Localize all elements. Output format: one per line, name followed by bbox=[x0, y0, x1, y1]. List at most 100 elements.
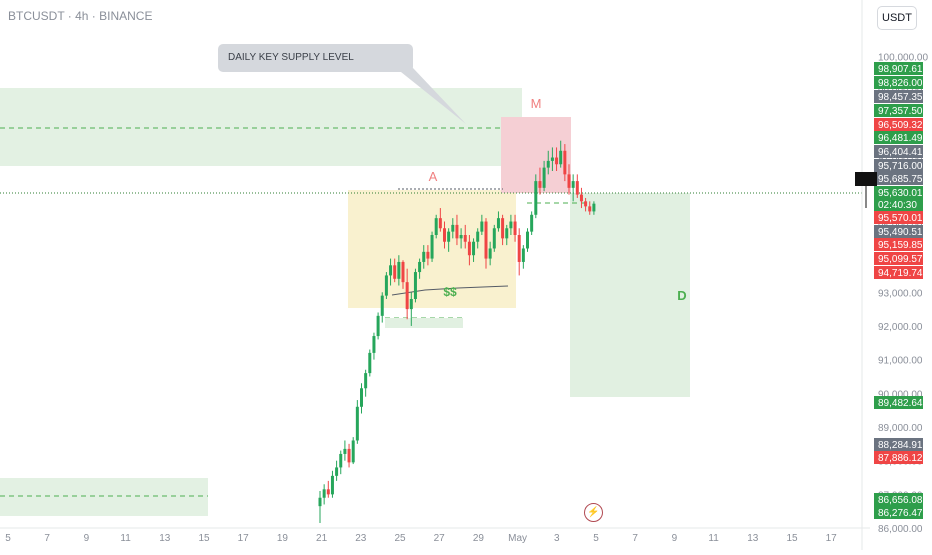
x-tick-label: 13 bbox=[747, 533, 759, 544]
candle bbox=[467, 235, 471, 266]
candle bbox=[546, 150, 550, 175]
candle bbox=[542, 160, 546, 192]
svg-text:96,481.49: 96,481.49 bbox=[878, 133, 923, 144]
candle bbox=[492, 224, 496, 252]
x-tick-label: 13 bbox=[159, 533, 171, 544]
candle bbox=[555, 147, 559, 171]
price-label: 95,685.75 bbox=[874, 172, 923, 185]
candle bbox=[579, 187, 583, 209]
candle bbox=[389, 258, 393, 286]
candle bbox=[413, 268, 417, 303]
candle bbox=[384, 272, 388, 299]
symbol-title: BTCUSDT · 4h · BINANCE bbox=[8, 9, 153, 23]
candle bbox=[326, 480, 330, 498]
candle bbox=[505, 224, 509, 246]
candles-layer bbox=[318, 140, 596, 523]
x-axis-ticks: 5 7 9 11 13 15 17 19 21 23 25 27 29 May 3 5 7 9 11 13 15 17 bbox=[5, 533, 837, 544]
candle bbox=[496, 211, 500, 232]
price-label: 98,907.61 bbox=[874, 62, 923, 75]
svg-text:98,907.61: 98,907.61 bbox=[878, 64, 923, 75]
candle bbox=[563, 144, 567, 182]
x-tick-label: 3 bbox=[554, 533, 560, 544]
price-label: 98,826.00 bbox=[874, 76, 923, 89]
candle bbox=[339, 450, 343, 475]
annotation-note: DAILY KEY SUPPLY LEVEL bbox=[218, 44, 413, 72]
x-tick-label: 9 bbox=[672, 533, 678, 544]
label-liquidity: $$ bbox=[443, 285, 457, 299]
candle bbox=[484, 218, 488, 269]
x-tick-label: 9 bbox=[84, 533, 90, 544]
y-tick-label: 100,000.00 bbox=[878, 52, 928, 63]
y-tick-label: 91,000.00 bbox=[878, 356, 923, 367]
candle bbox=[534, 174, 538, 219]
candle bbox=[343, 440, 347, 461]
x-tick-label: 5 bbox=[5, 533, 11, 544]
x-tick-label: 17 bbox=[238, 533, 250, 544]
candle bbox=[438, 208, 442, 232]
lightning-circle-icon[interactable]: ⚡ bbox=[584, 503, 603, 522]
candle bbox=[488, 241, 492, 266]
price-label: 95,490.51 bbox=[874, 225, 923, 238]
svg-text:95,159.85: 95,159.85 bbox=[878, 240, 923, 251]
candle bbox=[513, 214, 517, 242]
svg-text:94,719.74: 94,719.74 bbox=[878, 268, 923, 279]
x-tick-label: May bbox=[508, 533, 527, 544]
candle bbox=[567, 164, 571, 195]
candle bbox=[517, 228, 521, 276]
svg-text:95,099.57: 95,099.57 bbox=[878, 254, 923, 265]
x-tick-label: 19 bbox=[277, 533, 289, 544]
y-tick-label: 92,000.00 bbox=[878, 322, 923, 333]
price-label: 95,716.00 bbox=[874, 159, 923, 172]
candle bbox=[443, 221, 446, 249]
price-label: 88,284.91 bbox=[874, 438, 923, 451]
candle bbox=[526, 228, 529, 252]
lower-demand-zone bbox=[0, 478, 208, 516]
candle bbox=[318, 491, 322, 523]
price-label: 95,570.01 bbox=[874, 211, 923, 224]
svg-text:95,716.00: 95,716.00 bbox=[878, 161, 923, 172]
candle bbox=[360, 383, 363, 414]
svg-text:02:40:30: 02:40:30 bbox=[878, 200, 917, 211]
liquidity-zone bbox=[385, 318, 463, 328]
price-labels-layer: 98,907.61 98,826.00 98,457.35 97,357.50 96,5… bbox=[874, 62, 923, 519]
price-label: 87,886.12 bbox=[874, 451, 923, 464]
candle bbox=[538, 167, 542, 195]
candle bbox=[476, 228, 480, 249]
candle bbox=[330, 470, 334, 498]
candle bbox=[472, 238, 476, 262]
candle bbox=[592, 201, 596, 215]
y-tick-label: 93,000.00 bbox=[878, 288, 923, 299]
candle bbox=[430, 231, 434, 262]
y-tick-label: 86,000.00 bbox=[878, 524, 923, 535]
candle bbox=[521, 245, 525, 269]
candle bbox=[351, 437, 355, 465]
price-label: 02:40:30 bbox=[874, 198, 923, 211]
svg-text:87,886.12: 87,886.12 bbox=[878, 453, 923, 464]
x-tick-label: 27 bbox=[434, 533, 446, 544]
svg-text:96,509.32: 96,509.32 bbox=[878, 120, 923, 131]
price-label: 89,482.64 bbox=[874, 396, 923, 409]
candle bbox=[368, 349, 372, 377]
currency-button[interactable]: USDT bbox=[877, 6, 917, 30]
daily-supply-zone bbox=[0, 88, 522, 166]
candle bbox=[355, 400, 359, 444]
candle bbox=[422, 245, 426, 269]
candle bbox=[559, 140, 563, 168]
candle bbox=[447, 228, 451, 252]
candle bbox=[335, 460, 339, 481]
target-zone bbox=[570, 193, 690, 397]
x-tick-label: 17 bbox=[826, 533, 838, 544]
label-m: M bbox=[531, 96, 542, 111]
candle bbox=[393, 258, 397, 283]
svg-text:86,656.08: 86,656.08 bbox=[878, 495, 923, 506]
candle bbox=[434, 214, 438, 239]
x-tick-label: 7 bbox=[44, 533, 50, 544]
candle bbox=[372, 332, 376, 360]
x-tick-label: 23 bbox=[355, 533, 367, 544]
x-tick-label: 11 bbox=[120, 533, 131, 544]
candle bbox=[426, 245, 430, 266]
price-label: 86,656.08 bbox=[874, 493, 923, 506]
candle bbox=[571, 174, 575, 202]
svg-text:86,276.47: 86,276.47 bbox=[878, 508, 923, 519]
